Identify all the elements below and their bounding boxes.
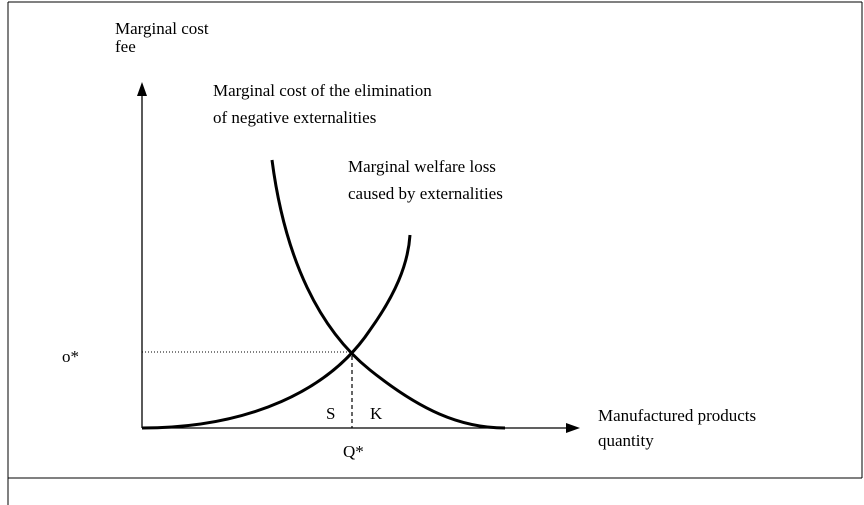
x-axis-label: Manufactured products	[598, 406, 756, 425]
price-label: o*	[62, 347, 79, 366]
curve-label: of negative externalities	[213, 108, 376, 127]
curve-label: Marginal welfare loss	[348, 157, 496, 176]
x-axis-arrow	[566, 423, 580, 433]
x-axis-label: quantity	[598, 431, 654, 450]
elimination-cost-curve	[270, 159, 506, 430]
curve-label: Marginal cost of the elimination	[213, 81, 432, 100]
quantity-label: Q*	[343, 442, 364, 461]
curve-label: caused by externalities	[348, 184, 503, 203]
axes	[141, 92, 570, 429]
frame	[7, 1, 863, 505]
y-axis-arrow	[137, 82, 147, 96]
area-label: S	[326, 404, 335, 423]
area-label: K	[370, 404, 383, 423]
y-axis-label: fee	[115, 37, 136, 56]
y-axis-label: Marginal cost	[115, 19, 209, 38]
welfare-loss-curve	[141, 234, 412, 430]
